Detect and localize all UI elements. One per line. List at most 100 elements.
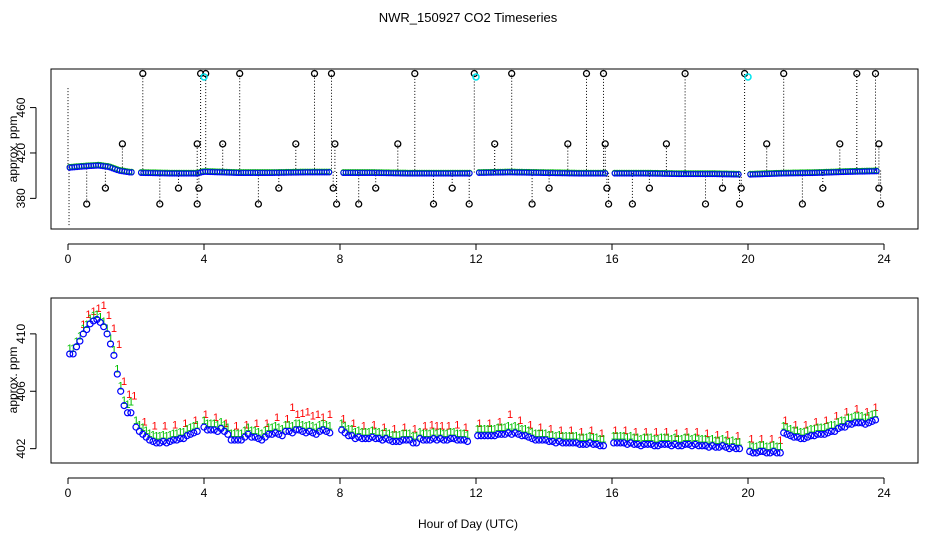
bottom-green-point: 1 (218, 416, 224, 428)
bottom-blue-point (576, 440, 584, 448)
bottom-x-tick-label: 20 (741, 486, 755, 500)
bottom-red-point: 1 (748, 434, 754, 446)
bottom-blue-point (613, 439, 621, 447)
bottom-green-point: 1 (522, 424, 528, 436)
bottom-blue-point (565, 439, 574, 447)
bottom-red-point: 1 (759, 434, 765, 446)
bottom-blue-point (552, 439, 560, 447)
bottom-blue-point (268, 430, 276, 438)
bottom-blue-point (616, 439, 625, 447)
bottom-blue-point (224, 430, 232, 438)
bottom-green-point: 1 (390, 429, 396, 441)
bottom-blue-point (173, 436, 181, 444)
bottom-green-point: 1 (713, 435, 719, 447)
bottom-blue-point (423, 436, 431, 444)
bottom-blue-point (480, 432, 489, 440)
bottom-green-point: 1 (549, 429, 555, 441)
top-low-flag-point (628, 200, 637, 208)
bottom-red-point: 1 (653, 426, 659, 438)
top-lowmid-flag-point (875, 184, 883, 192)
bottom-green-point: 1 (104, 323, 110, 335)
bottom-blue-point (389, 437, 397, 446)
bottom-green-point: 1 (532, 428, 538, 440)
bottom-red-point: 1 (162, 421, 168, 433)
bottom-red-point: 1 (833, 411, 839, 423)
bottom-blue-point (361, 435, 370, 443)
bottom-blue-point (650, 442, 659, 450)
bottom-green-point: 1 (208, 418, 214, 430)
bottom-blue-point (627, 439, 635, 447)
bottom-blue-point (497, 430, 506, 438)
bottom-green-point: 1 (723, 435, 729, 447)
top-lowmid-flag-point (195, 184, 203, 192)
bottom-blue-point (630, 440, 638, 448)
bottom-green-point: 1 (862, 412, 868, 424)
bottom-blue-point (572, 439, 580, 447)
bottom-green-point: 1 (269, 422, 275, 434)
bottom-blue-point (248, 433, 256, 441)
bottom-red-point: 1 (434, 421, 440, 433)
bottom-red-point: 1 (192, 415, 198, 427)
bottom-red-point: 1 (233, 421, 239, 433)
bottom-green-point: 1 (556, 429, 562, 441)
bottom-green-point: 1 (107, 333, 113, 345)
bottom-blue-point (106, 340, 115, 348)
bottom-blue-point (735, 445, 744, 453)
bottom-blue-point (159, 437, 167, 446)
bottom-plot-frame (50, 297, 919, 464)
bottom-green-point: 1 (201, 415, 207, 427)
top-blue-point (873, 168, 880, 175)
bottom-blue-point (295, 426, 303, 434)
bottom-green-point: 1 (804, 425, 810, 437)
bottom-blue-point (695, 442, 703, 450)
bottom-green-point: 1 (379, 428, 385, 440)
bottom-blue-point (698, 442, 706, 450)
bottom-green-point: 1 (386, 428, 392, 440)
bottom-green-point: 1 (204, 418, 210, 430)
bottom-blue-point (100, 323, 108, 331)
top-mid-flag-point (491, 140, 499, 148)
bottom-blue-point (251, 433, 259, 441)
bottom-green-point: 1 (313, 422, 319, 434)
bottom-green-point: 1 (753, 441, 759, 453)
top-high-flag-point (599, 69, 608, 78)
bottom-red-point: 1 (402, 422, 408, 434)
bottom-x-axis: 0 4 8 12 16 20 24 (65, 477, 891, 500)
x-axis-label: Hour of Day (UTC) (418, 517, 518, 531)
bottom-blue-point (395, 437, 404, 446)
bottom-green-point: 1 (505, 421, 511, 433)
bottom-red-point: 1 (476, 418, 482, 430)
bottom-green-point: 1 (327, 421, 333, 433)
bottom-green-point: 1 (255, 426, 261, 438)
bottom-green-point: 1 (458, 428, 464, 440)
top-lowmid-flag-point (645, 184, 654, 192)
bottom-blue-point (440, 436, 448, 444)
bottom-green-point: 1 (320, 418, 326, 430)
bottom-blue-point (865, 419, 873, 427)
bottom-blue-point (671, 440, 679, 448)
bottom-green-point: 1 (128, 396, 134, 408)
bottom-blue-point (412, 439, 421, 447)
bottom-green-point: 1 (266, 422, 272, 434)
bottom-red-point: 1 (320, 412, 326, 424)
bottom-blue-point (382, 435, 390, 443)
bottom-blue-point (610, 439, 618, 447)
bottom-blue-point (623, 440, 631, 448)
bottom-green-point: 1 (736, 436, 742, 448)
bottom-blue-point (814, 430, 822, 438)
bottom-red-point: 1 (294, 409, 300, 421)
bottom-green-point: 1 (249, 425, 255, 437)
bottom-green-point: 1 (519, 424, 525, 436)
bottom-blue-point (117, 387, 125, 395)
top-mid-flag-point (601, 140, 609, 148)
bottom-blue-point (718, 442, 727, 450)
bottom-blue-point (299, 427, 307, 436)
bottom-blue-point (644, 440, 652, 448)
top-low-flag-point (355, 200, 363, 208)
bottom-green-point: 1 (121, 395, 127, 407)
bottom-green-point: 1 (777, 441, 783, 453)
bottom-blue-point (790, 433, 798, 441)
top-high-flag-point (681, 69, 689, 78)
bottom-red-point: 1 (305, 406, 311, 418)
bottom-green-point: 1 (286, 419, 292, 431)
